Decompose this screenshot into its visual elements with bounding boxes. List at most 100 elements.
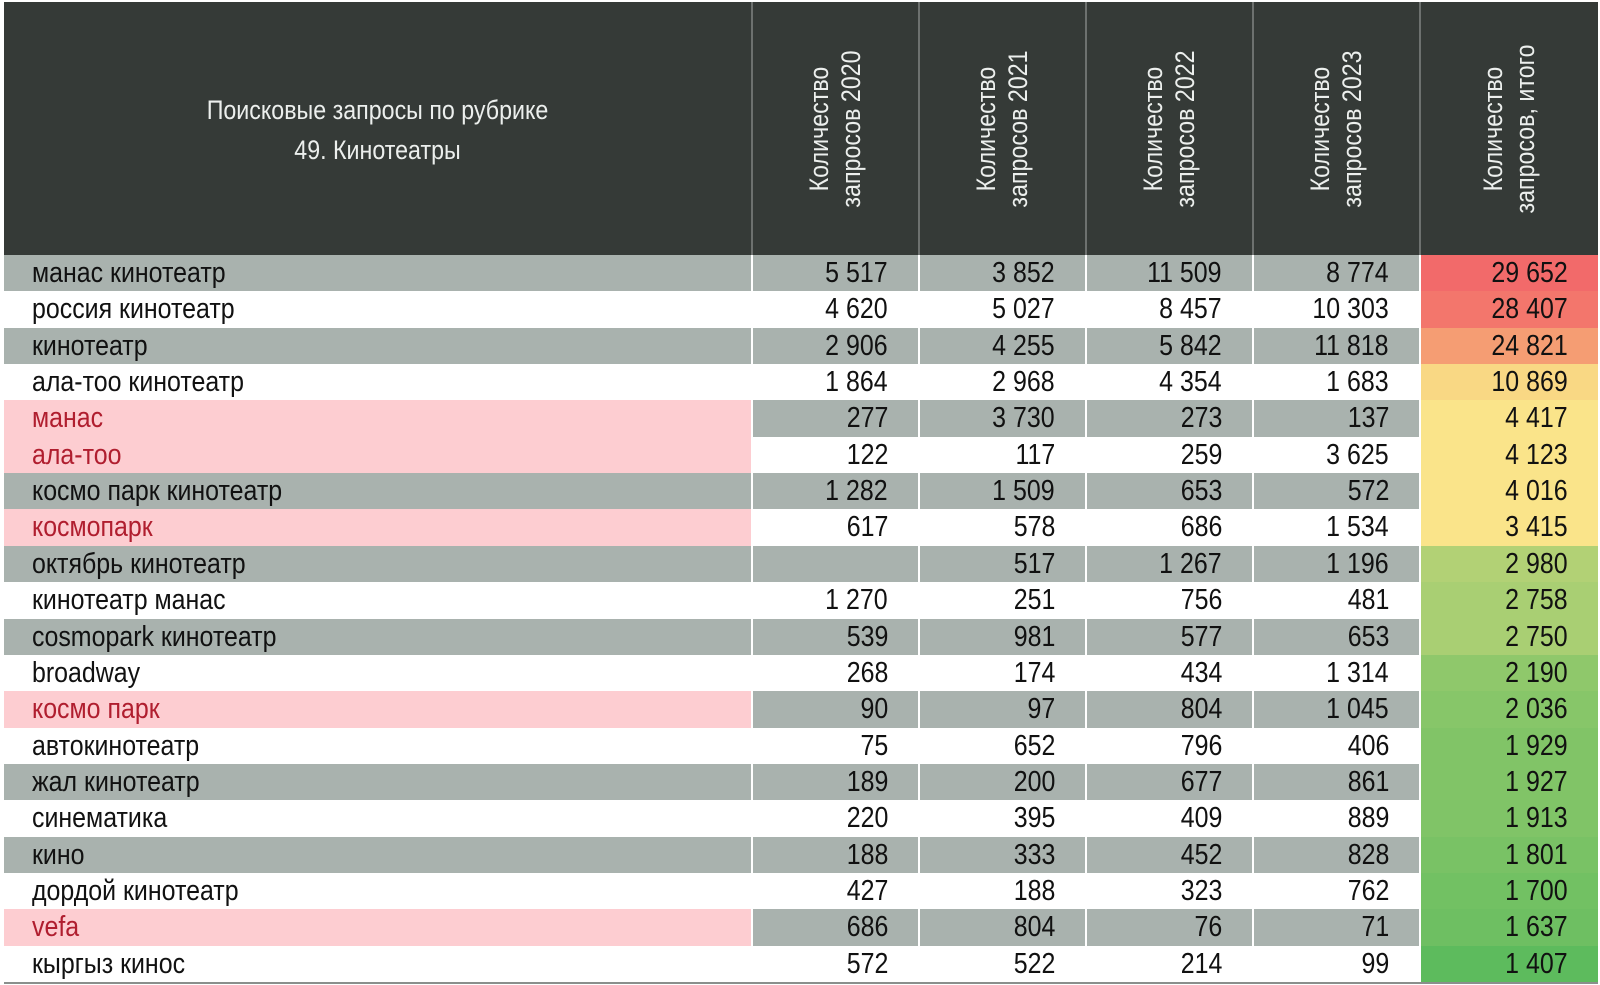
count-2023: 653 <box>1252 619 1419 655</box>
cell-separator <box>751 545 753 583</box>
cell-separator <box>751 436 753 474</box>
column-header-line2: запросов, итого <box>1509 44 1540 214</box>
count-value: 117 <box>1015 438 1055 471</box>
table-row: кинотеатр манас 1 270 251 756 481 2 758 <box>4 582 1598 619</box>
count-2020: 1 864 <box>751 364 918 400</box>
column-header-1: Количество запросов 2020 <box>751 2 918 255</box>
cell-separator <box>918 509 920 546</box>
cell-separator <box>1085 691 1087 728</box>
query-name-cell: манас <box>4 400 751 437</box>
count-value: 137 <box>1347 402 1389 435</box>
count-value: 427 <box>846 874 888 907</box>
count-2021: 804 <box>918 909 1085 945</box>
cell-separator <box>751 291 753 328</box>
column-divider <box>918 2 920 255</box>
count-value: 861 <box>1347 765 1389 798</box>
cell-separator <box>1085 364 1087 401</box>
count-2023: 1 314 <box>1252 655 1419 691</box>
count-value: 5 842 <box>1159 329 1222 362</box>
count-value: 796 <box>1180 729 1222 762</box>
total-value: 4 417 <box>1505 402 1568 435</box>
count-2022: 259 <box>1085 437 1252 473</box>
cell-separator <box>1085 836 1087 873</box>
cell-separator <box>751 800 753 837</box>
count-2020: 75 <box>751 728 918 764</box>
count-2020: 427 <box>751 873 918 909</box>
count-2022: 577 <box>1085 619 1252 655</box>
total-count: 1 407 <box>1421 945 1598 983</box>
total-value: 1 929 <box>1505 729 1568 762</box>
count-2022: 653 <box>1085 473 1252 509</box>
table-row: синематика 220 395 409 889 1 913 <box>4 800 1598 837</box>
count-2020: 4 620 <box>751 291 918 327</box>
count-2021: 188 <box>918 873 1085 909</box>
count-2021: 1 509 <box>918 473 1085 509</box>
count-2022: 756 <box>1085 582 1252 618</box>
count-value: 804 <box>1013 911 1055 944</box>
count-value: 762 <box>1347 874 1389 907</box>
column-header-label: Количество запросов 2021 <box>970 26 1034 232</box>
count-value: 99 <box>1361 947 1389 980</box>
query-name-cell: синематика <box>4 800 751 836</box>
cell-separator <box>918 945 920 983</box>
column-header-label: Количество запросов 2022 <box>1137 26 1201 232</box>
count-value: 677 <box>1180 765 1222 798</box>
total-count: 1 637 <box>1421 909 1598 946</box>
count-value: 522 <box>1013 947 1055 980</box>
count-2023: 572 <box>1252 473 1419 509</box>
cell-separator <box>918 364 920 401</box>
cell-separator <box>1252 800 1254 837</box>
count-2022: 804 <box>1085 691 1252 727</box>
count-2022: 1 267 <box>1085 546 1252 582</box>
total-value: 3 415 <box>1505 511 1568 544</box>
count-2020: 539 <box>751 619 918 655</box>
count-2022: 8 457 <box>1085 291 1252 327</box>
count-value: 323 <box>1180 874 1222 907</box>
cell-separator <box>1419 727 1421 764</box>
count-value: 220 <box>846 802 888 835</box>
count-2022: 677 <box>1085 764 1252 800</box>
count-value: 1 314 <box>1326 656 1389 689</box>
total-value: 1 913 <box>1505 802 1568 835</box>
table-row: космо парк кинотеатр 1 282 1 509 653 572 4 01… <box>4 473 1598 510</box>
count-2021: 2 968 <box>918 364 1085 400</box>
count-2023: 10 303 <box>1252 291 1419 327</box>
cell-separator <box>1419 836 1421 873</box>
count-2021: 522 <box>918 946 1085 982</box>
count-value: 686 <box>1180 511 1222 544</box>
total-value: 1 700 <box>1505 874 1568 907</box>
cell-separator <box>918 327 920 365</box>
query-name: ала-тоо кинотеатр <box>32 366 244 399</box>
cell-separator <box>1252 436 1254 474</box>
cell-separator <box>1085 800 1087 837</box>
count-value: 1 270 <box>825 584 888 617</box>
total-value: 2 980 <box>1505 547 1568 580</box>
cell-separator <box>1252 654 1254 692</box>
cell-separator <box>1419 255 1421 292</box>
total-value: 2 758 <box>1505 584 1568 617</box>
count-value: 189 <box>846 765 888 798</box>
query-name-cell: broadway <box>4 655 751 691</box>
column-header-5: Количество запросов, итого <box>1419 2 1598 255</box>
cell-separator <box>1085 509 1087 546</box>
total-count: 1 927 <box>1421 763 1598 801</box>
count-value: 653 <box>1347 620 1389 653</box>
total-count: 4 016 <box>1421 473 1598 510</box>
count-value: 4 620 <box>825 293 888 326</box>
count-2023: 1 045 <box>1252 691 1419 727</box>
total-count: 29 652 <box>1421 255 1598 292</box>
query-name: автокинотеатр <box>32 729 200 762</box>
cell-separator <box>1419 400 1421 437</box>
query-name: космо парк кинотеатр <box>32 475 283 508</box>
cell-separator <box>751 400 753 437</box>
query-name-cell: россия кинотеатр <box>4 291 751 327</box>
cell-separator <box>1419 291 1421 328</box>
count-value: 452 <box>1180 838 1222 871</box>
count-2021: 981 <box>918 619 1085 655</box>
count-value: 828 <box>1347 838 1389 871</box>
cell-separator <box>1252 364 1254 401</box>
count-value: 1 509 <box>992 475 1055 508</box>
total-count: 2 036 <box>1421 691 1598 728</box>
cell-separator <box>751 473 753 510</box>
table-title-header: Поисковые запросы по рубрике 49. Кинотеа… <box>4 2 751 255</box>
